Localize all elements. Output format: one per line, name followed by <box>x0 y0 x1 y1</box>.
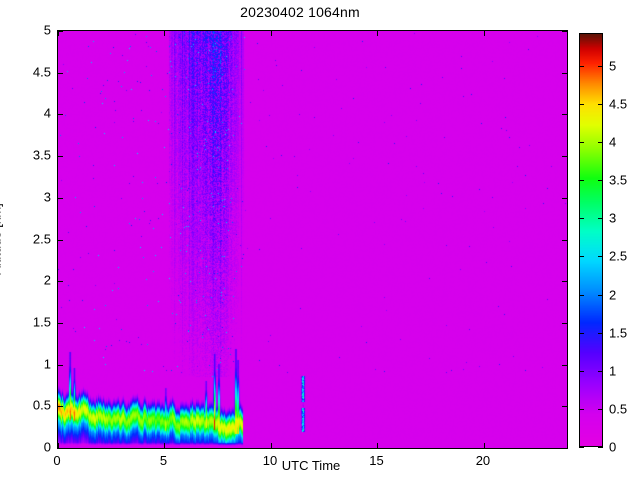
y-axis-tick-label: 5 <box>43 22 51 38</box>
y-axis-tick <box>562 281 567 283</box>
colorbar-tick <box>579 256 584 258</box>
y-axis-tick <box>58 197 63 199</box>
colorbar-tick-label: 4.5 <box>609 96 628 112</box>
y-axis-tick <box>58 281 63 283</box>
y-axis-tick-label: 0 <box>43 439 51 455</box>
x-axis-tick-label: 15 <box>369 453 384 468</box>
colorbar-tick <box>598 65 603 67</box>
colorbar-tick <box>579 103 584 105</box>
y-axis-tick <box>562 239 567 241</box>
colorbar-tick <box>598 180 603 182</box>
colorbar-tick <box>579 65 584 67</box>
x-axis-tick <box>270 443 272 448</box>
colorbar-tick <box>579 180 584 182</box>
colorbar-tick-label: 2.5 <box>609 248 628 264</box>
y-axis-tick <box>58 31 63 32</box>
colorbar-tick-label: 3 <box>609 210 617 226</box>
x-axis-tick <box>58 443 59 448</box>
colorbar-gradient <box>580 34 602 446</box>
x-axis-tick-label: 0 <box>53 453 61 468</box>
colorbar-tick <box>598 142 603 144</box>
y-axis-tick <box>58 364 63 366</box>
y-axis-tick-label: 0.5 <box>32 397 51 413</box>
y-axis-tick <box>562 364 567 366</box>
plot-axes[interactable] <box>57 30 568 449</box>
y-axis-tick-label: 2 <box>43 272 51 288</box>
y-axis-tick <box>562 197 567 199</box>
colorbar-tick <box>579 332 584 334</box>
x-axis-tick <box>270 31 272 36</box>
y-axis-tick <box>58 448 63 449</box>
colorbar-tick <box>598 332 603 334</box>
y-axis-tick <box>58 322 63 324</box>
x-axis-tick-label: 20 <box>475 453 491 468</box>
colorbar-tick <box>598 294 603 296</box>
x-axis-label: UTC Time <box>281 458 341 473</box>
colorbar-tick-label: 0.5 <box>609 401 628 417</box>
colorbar-tick-label: 1 <box>609 363 617 379</box>
y-axis-tick-label: 1.5 <box>32 314 51 330</box>
x-axis-tick-label: 10 <box>262 453 278 468</box>
x-axis-tick-label: 5 <box>159 453 168 468</box>
colorbar-tick-label: 2 <box>609 287 617 302</box>
colorbar-frame <box>579 33 603 447</box>
colorbar-tick <box>598 103 603 105</box>
colorbar-tick <box>598 370 603 372</box>
y-axis-tick <box>562 322 567 324</box>
colorbar-tick-label: 0 <box>609 439 617 455</box>
x-axis-tick <box>377 443 379 448</box>
y-axis-tick <box>562 72 567 74</box>
y-axis-tick-label: 3 <box>43 189 51 205</box>
colorbar-tick <box>579 294 584 296</box>
y-axis-tick <box>58 239 63 241</box>
y-axis-tick <box>562 31 567 32</box>
colorbar-tick-label: 4 <box>609 134 617 150</box>
x-axis-tick <box>58 31 59 36</box>
colorbar-tick <box>579 142 584 144</box>
colorbar-tick <box>598 447 603 448</box>
x-axis-tick <box>164 31 166 36</box>
y-axis-tick <box>562 114 567 116</box>
y-axis-tick <box>58 156 63 158</box>
colorbar-tick <box>579 408 584 410</box>
colorbar-tick <box>579 370 584 372</box>
y-axis-tick-label: 4.5 <box>32 64 51 80</box>
colorbar-tick <box>579 447 584 448</box>
y-axis-tick <box>562 156 567 158</box>
colorbar-tick-label: 5 <box>609 58 617 74</box>
colorbar[interactable]: 0 0.5 1 1.5 2 2.5 3 3.5 4 4.5 5 <box>579 33 627 455</box>
x-axis-tick <box>164 443 166 448</box>
y-axis-tick <box>562 406 567 408</box>
colorbar-tick <box>579 218 584 220</box>
heatmap-canvas[interactable] <box>58 31 567 448</box>
y-axis-tick-label: 1 <box>43 356 51 372</box>
colorbar-tick-label: 3.5 <box>609 172 628 188</box>
y-axis-tick <box>562 448 567 449</box>
y-axis-tick <box>58 406 63 408</box>
x-axis-tick <box>377 31 379 36</box>
y-axis-tick-label: 3.5 <box>32 147 51 163</box>
x-axis-tick <box>483 443 485 448</box>
page-title: 20230402 1064nm <box>240 4 360 20</box>
colorbar-tick-label: 1.5 <box>609 325 628 341</box>
colorbar-tick <box>598 256 603 258</box>
x-axis-tick <box>483 31 485 36</box>
y-axis-tick-label: 2.5 <box>32 231 51 246</box>
y-axis-tick <box>58 72 63 74</box>
y-axis-tick <box>58 114 63 116</box>
y-axis-tick-label: 4 <box>43 105 51 121</box>
colorbar-tick <box>598 408 603 410</box>
colorbar-tick <box>598 218 603 220</box>
